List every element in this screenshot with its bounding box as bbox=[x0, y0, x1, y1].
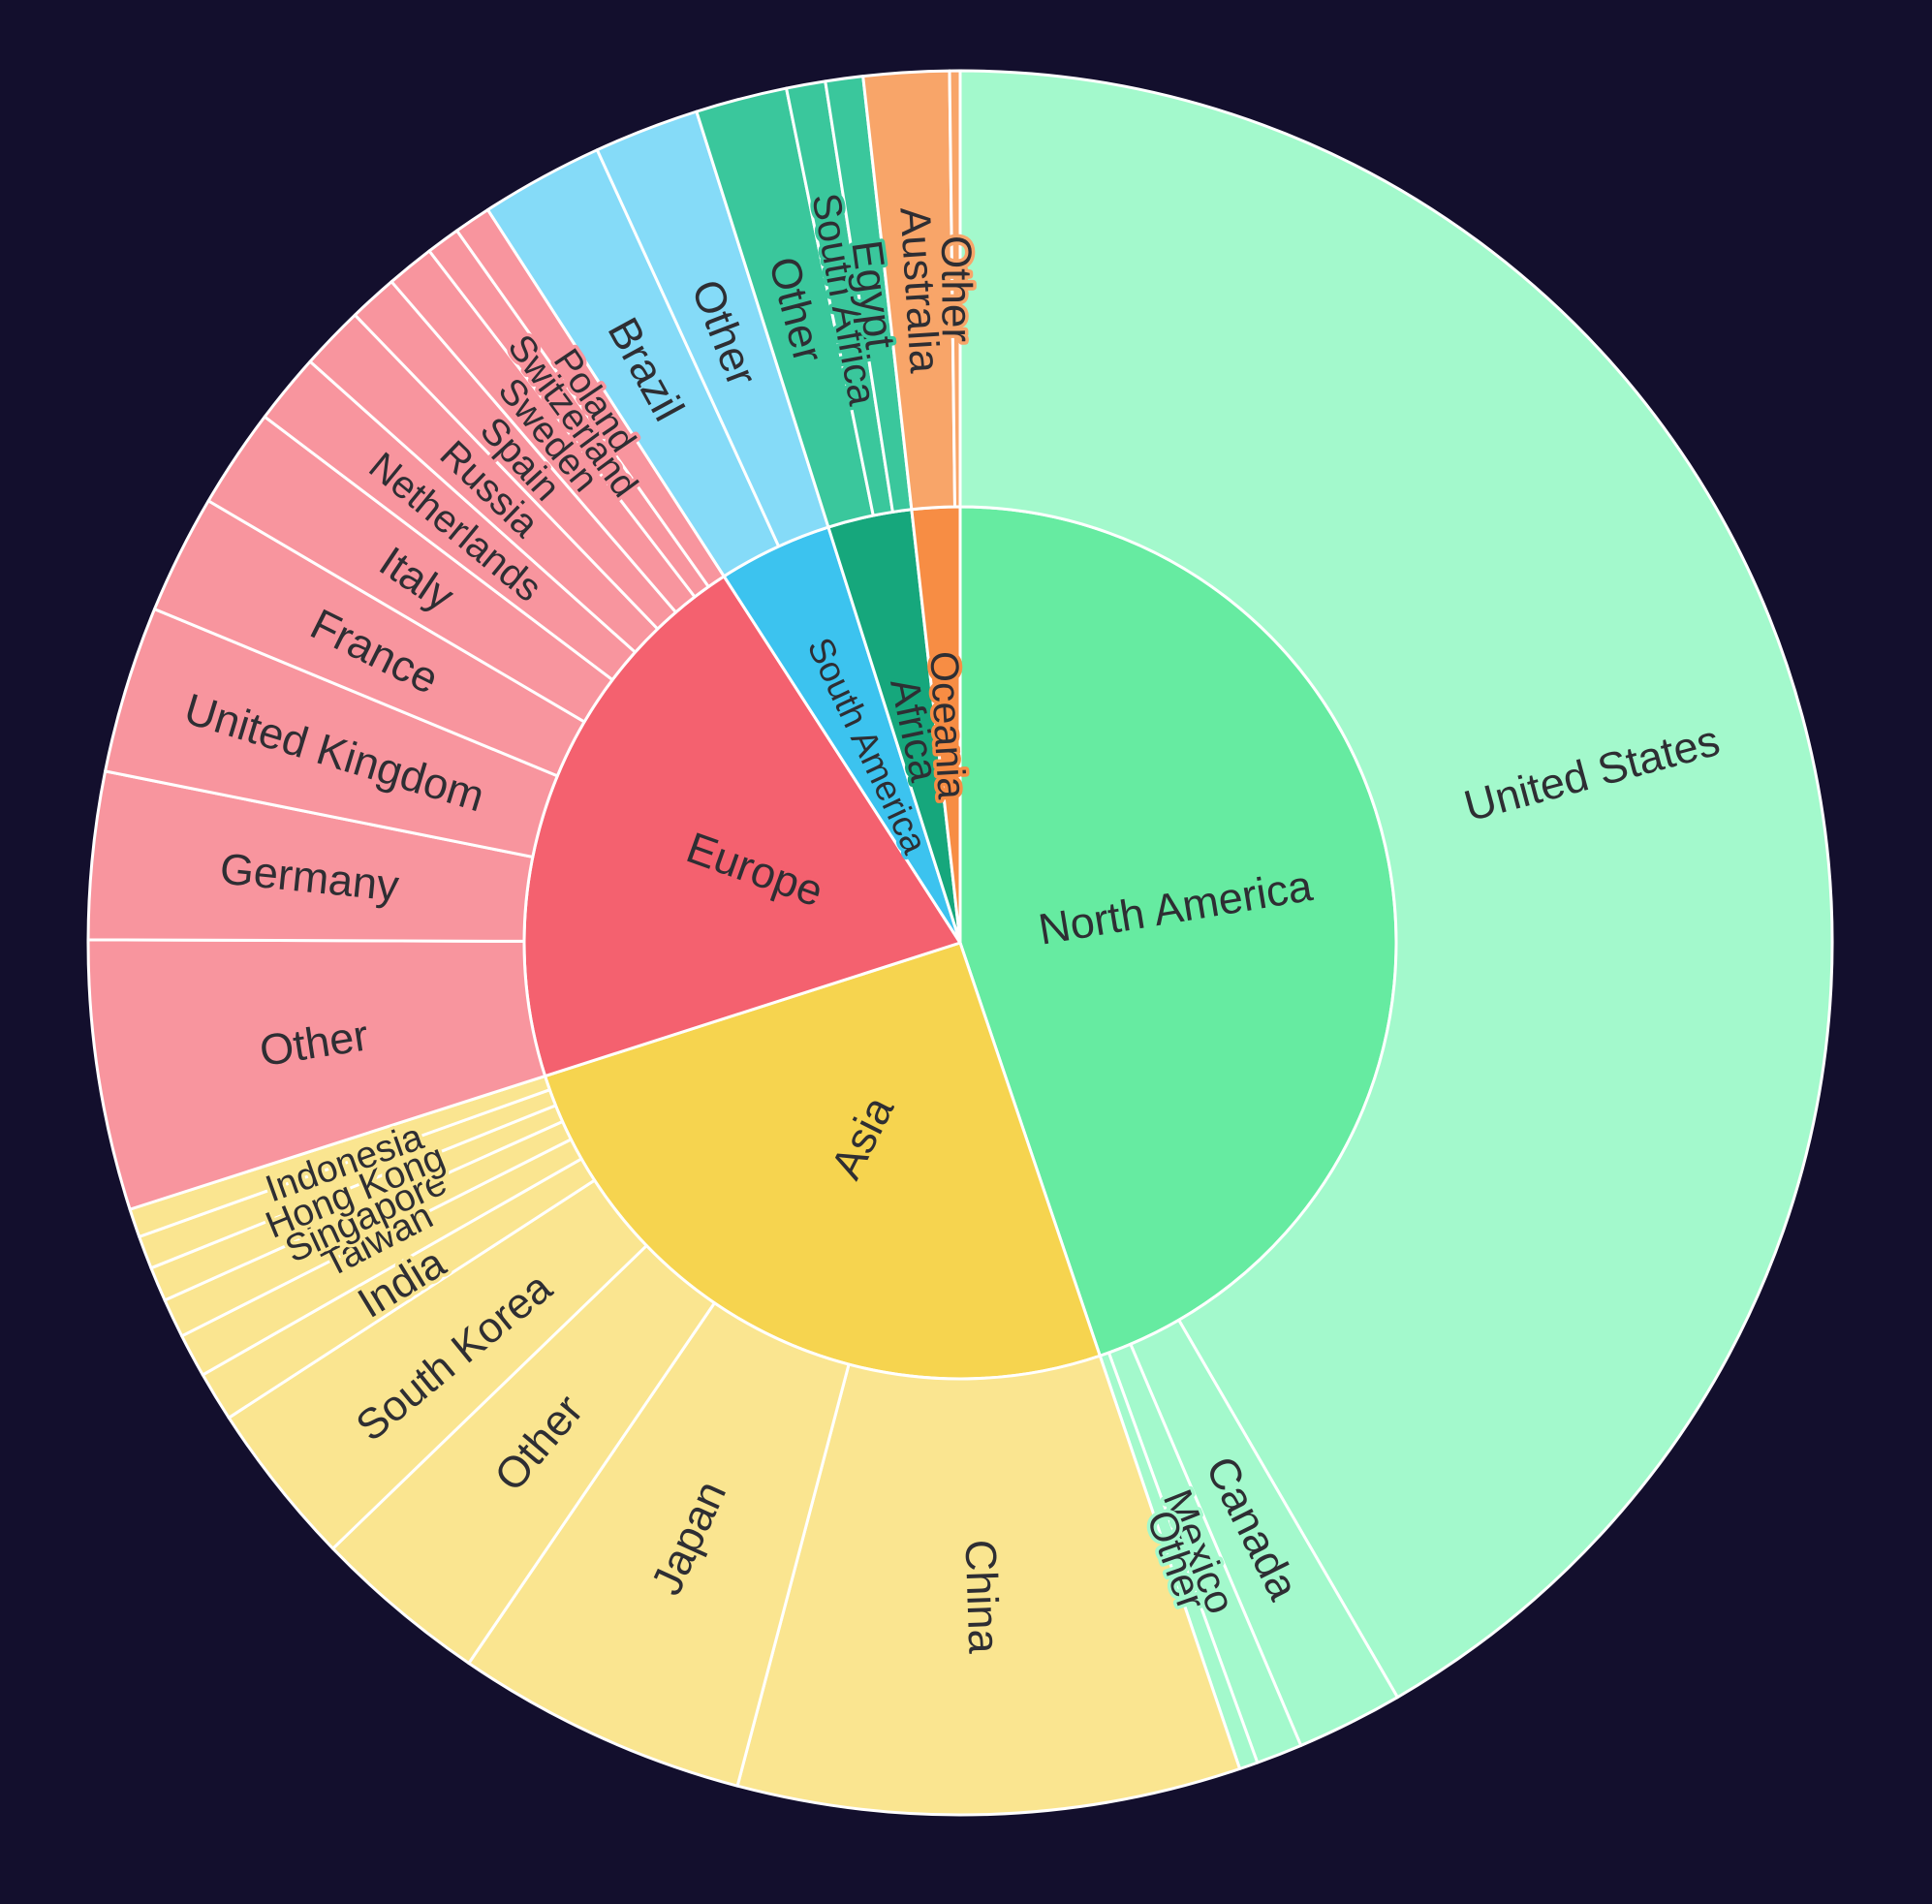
svg-text:China: China bbox=[955, 1539, 1009, 1655]
svg-text:Oceania: Oceania bbox=[921, 650, 974, 800]
svg-text:Other: Other bbox=[932, 235, 981, 342]
